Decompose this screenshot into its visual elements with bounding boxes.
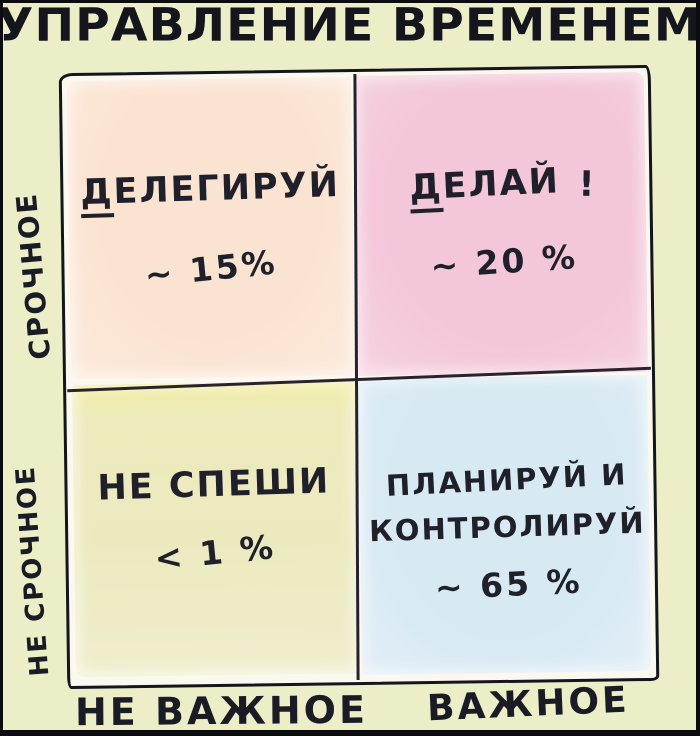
quadrant-plan-value: ~ 65 % [433,561,584,608]
quadrant-plan: ПЛАНИРУЙ И КОНТРОЛИРУЙ ~ 65 % [359,373,656,682]
quadrant-delegate-label-initial: Д [79,172,115,219]
quadrant-dont-rush-label: НЕ СПЕШИ [97,461,331,509]
quadrant-delegate-value: ~ 15% [142,242,280,295]
y-axis-label-urgent-text: СРОЧНОЕ [9,190,57,362]
quadrant-do: ДЕЛАЙ! ~ 20 % [355,68,652,377]
quadrant-do-label-rest: ЕЛАЙ [441,161,562,207]
x-axis-label-not-important: НЕ ВАЖНОЕ [74,687,369,735]
quadrant-delegate-label-rest: ЕЛЕГИРУЙ [112,164,341,213]
eisenhower-matrix: ДЕЛЕГИРУЙ ~ 15% ДЕЛАЙ! ~ 20 % НЕ СПЕШИ <… [58,64,660,690]
quadrant-dont-rush-value: < 1 % [152,526,278,579]
y-axis-label-not-urgent: НЕ СРОЧНОЕ [3,450,63,692]
quadrant-delegate: ДЕЛЕГИРУЙ ~ 15% [62,72,359,381]
quadrant-do-value: ~ 20 % [428,237,579,286]
quadrant-do-label-initial: Д [408,166,445,214]
quadrant-do-label: ДЕЛАЙ! [408,159,597,214]
quadrant-plan-label: ПЛАНИРУЙ И КОНТРОЛИРУЙ [368,455,646,553]
quadrant-dont-rush: НЕ СПЕШИ < 1 % [66,377,363,686]
quadrant-do-exclamation: ! [577,164,597,206]
poster-title: УПРАВЛЕНИЕ ВРЕМЕНЕМ [0,0,700,52]
quadrant-delegate-label: ДЕЛЕГИРУЙ [79,164,341,219]
y-axis-label-urgent: СРОЧНОЕ [3,169,64,382]
x-axis-label-important: ВАЖНОЕ [426,679,631,730]
y-axis-label-not-urgent-text: НЕ СРОЧНОЕ [10,464,56,678]
quadrant-plan-label-line2: КОНТРОЛИРУЙ [368,505,647,549]
